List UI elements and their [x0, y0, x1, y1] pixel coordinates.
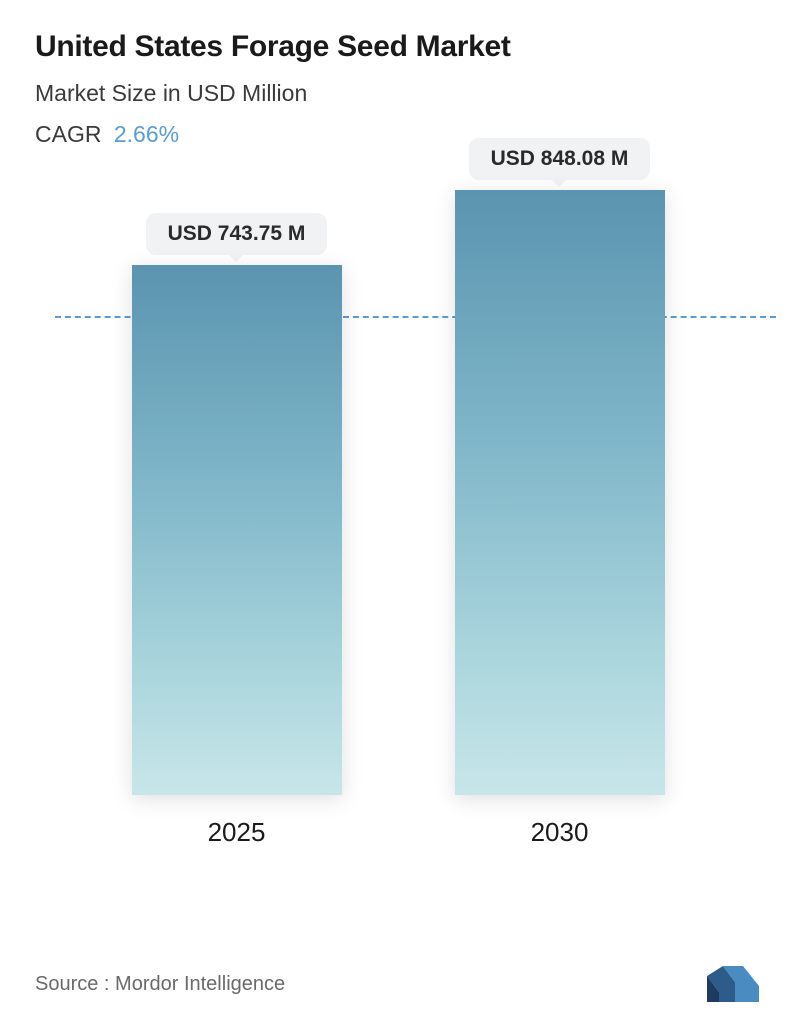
chart-area: USD 743.75 M 2025 USD 848.08 M 2030 [55, 198, 741, 848]
cagr-value: 2.66% [114, 121, 179, 147]
source-text: Source : Mordor Intelligence [35, 973, 285, 996]
bar-2025 [132, 265, 342, 795]
value-badge-2025: USD 743.75 M [146, 213, 328, 255]
value-badge-2030: USD 848.08 M [469, 138, 651, 180]
chart-title: United States Forage Seed Market [35, 30, 761, 64]
cagr-label: CAGR [35, 121, 101, 147]
bar-group-2030: USD 848.08 M 2030 [455, 138, 665, 848]
bar-2030 [455, 190, 665, 795]
mordor-logo-icon [705, 964, 761, 1004]
chart-subtitle: Market Size in USD Million [35, 80, 761, 107]
bar-group-2025: USD 743.75 M 2025 [132, 213, 342, 848]
chart-container: United States Forage Seed Market Market … [0, 0, 796, 1034]
bars-wrapper: USD 743.75 M 2025 USD 848.08 M 2030 [55, 198, 741, 848]
year-label-2025: 2025 [208, 817, 266, 848]
year-label-2030: 2030 [531, 817, 589, 848]
footer: Source : Mordor Intelligence [35, 964, 761, 1004]
